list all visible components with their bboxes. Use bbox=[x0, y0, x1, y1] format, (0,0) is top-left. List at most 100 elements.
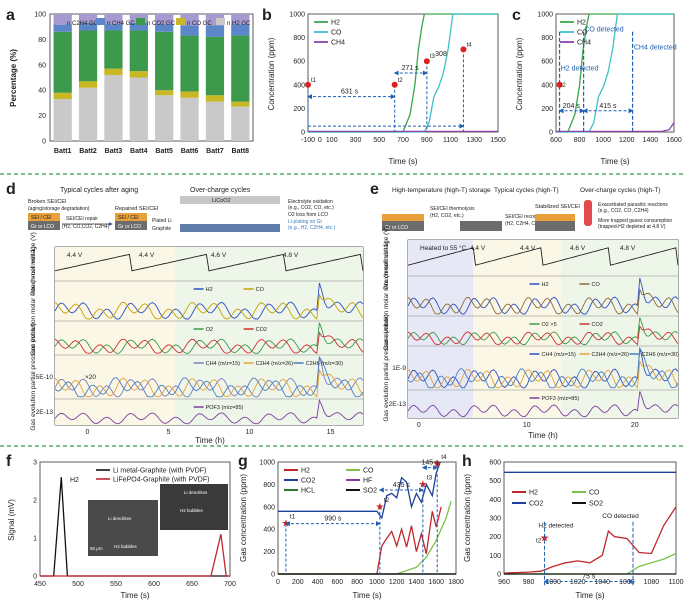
f-xtick: 450 bbox=[34, 581, 46, 588]
e-legend-label: O2 ×5 bbox=[542, 322, 557, 328]
panel-e-xlabel: Time (h) bbox=[528, 431, 558, 440]
g-marker-label: t2 bbox=[384, 497, 390, 504]
h-xtick: 1100 bbox=[668, 579, 683, 586]
e-reconstruction-gases: (H2, C2H4, CO2) bbox=[505, 221, 544, 227]
e-reconstruction: SEI/CEI reconstruction bbox=[505, 214, 556, 220]
g-ytick: 600 bbox=[263, 504, 275, 511]
a-bar-co-3 bbox=[104, 68, 123, 75]
e-legend-label: H2 bbox=[542, 282, 549, 288]
a-bar-h2-2 bbox=[78, 87, 98, 141]
f-ytick: 1 bbox=[33, 536, 37, 543]
g-ytick: 1000 bbox=[259, 460, 275, 467]
c-interval-label: 204 s bbox=[563, 103, 581, 110]
g-legend-label: H2 bbox=[301, 468, 310, 475]
d-legend-label: H2 bbox=[206, 287, 213, 293]
a-bar-co2-2 bbox=[78, 30, 98, 82]
c-ch4-detected: CH4 detected bbox=[634, 44, 677, 51]
d-voltage-label: 4.4 V bbox=[67, 252, 83, 259]
d-sei-label-left: SEI / CEI bbox=[31, 215, 52, 221]
e-parasitic: Exacerbated parasitic reactions bbox=[598, 202, 668, 208]
e-track-ylabel: Pouch-cell voltage (V) bbox=[383, 226, 390, 290]
d-xtick: 5 bbox=[167, 429, 171, 436]
b-marker-dot bbox=[423, 58, 430, 65]
d-sei-repair: SEI/CEI repair bbox=[66, 216, 98, 222]
a-bar-co2-7 bbox=[205, 36, 225, 96]
e-track-2-series-1 bbox=[407, 325, 679, 346]
d-track-ytick: 5E-10 bbox=[36, 374, 54, 381]
b-xtick: 100 bbox=[326, 137, 338, 144]
e-legend-label: CO2 bbox=[592, 322, 603, 328]
e-parasitic-gases: (e.g., CO2, CO, C2H4) bbox=[598, 208, 649, 214]
panel-label-h: h bbox=[462, 453, 472, 470]
a-bar-ch4-7 bbox=[205, 25, 225, 37]
panel-f-ylabel: Signal (mV) bbox=[7, 499, 16, 541]
a-bar-h2-1 bbox=[53, 99, 72, 141]
h-ytick: 500 bbox=[489, 478, 501, 485]
d-track-ylabel: Gas evolution partial pressure (mbar) bbox=[30, 323, 37, 430]
d-sei-box-right bbox=[115, 213, 147, 221]
e-trapped: More trapped gases consumption bbox=[598, 218, 672, 224]
panel-label-a: a bbox=[6, 7, 15, 24]
a-xtick: Batt7 bbox=[206, 148, 224, 155]
g-ytick: 800 bbox=[263, 482, 275, 489]
d-xtick: 0 bbox=[85, 429, 89, 436]
a-xtick: Batt6 bbox=[181, 148, 199, 155]
a-ytick: 80 bbox=[38, 37, 46, 44]
f-xtick: 700 bbox=[224, 581, 236, 588]
h-xtick: 1040 bbox=[594, 579, 610, 586]
e-track-3-series-2 bbox=[407, 346, 679, 389]
h-xtick: 980 bbox=[523, 579, 535, 586]
d-sei-box-left bbox=[28, 213, 60, 221]
a-bar-c2h4-5 bbox=[155, 14, 174, 25]
g-legend-label: CO2 bbox=[301, 478, 316, 485]
g-xtick: 600 bbox=[331, 579, 343, 586]
e-gr-label: Gr or LCO bbox=[385, 225, 408, 231]
a-bar-h2-5 bbox=[155, 95, 174, 141]
panel-b-xlabel: Time (s) bbox=[388, 157, 417, 166]
c-legend-label: H2 bbox=[577, 20, 586, 27]
g-series-h2 bbox=[278, 506, 442, 575]
e-legend-label: POF3 (m/z=85) bbox=[542, 396, 580, 402]
panel-g-ylabel: Gas concentration (ppm) bbox=[239, 474, 248, 562]
panel-g-xlabel: Time (s) bbox=[352, 591, 381, 600]
d-voltage-label: 4.8 V bbox=[283, 252, 299, 259]
f-h2-label: H2 bbox=[70, 477, 79, 484]
b-interval-label: 308 bbox=[435, 51, 447, 58]
h-legend-label: CO2 bbox=[529, 501, 544, 508]
g-interval-label: 145 s bbox=[421, 460, 439, 467]
h-ytick: 400 bbox=[489, 497, 501, 504]
d-licoo2: LiCoO2 bbox=[212, 198, 231, 204]
g-marker-label: t4 bbox=[441, 454, 447, 461]
d-gr-label-right: Gr or LCO bbox=[118, 224, 141, 230]
g-xtick: 0 bbox=[276, 579, 280, 586]
f-series-lifepo4-graphite-with-pvdf- bbox=[40, 534, 230, 577]
g-series-co2 bbox=[278, 461, 441, 520]
d-electrolyte-ox-gases: (e.g., CO2, CO, etc.) bbox=[288, 205, 334, 211]
panel-c-line-chart: 0 200 400 600 800 1000 600 800 1000 1200 1400 1600… bbox=[515, 12, 682, 167]
d-track-ylabel: Gas evolution molar rate (nmol min-1) bbox=[30, 246, 37, 355]
a-xtick: Batt4 bbox=[130, 148, 148, 155]
e-voltage-label: Heated to 55 °C bbox=[420, 244, 467, 252]
a-bar-h2-7 bbox=[205, 101, 225, 141]
panel-label-g: g bbox=[238, 453, 248, 470]
a-legend-label: n CH4 GC bbox=[107, 21, 135, 27]
a-bar-h2-4 bbox=[129, 77, 148, 141]
d-xtick: 10 bbox=[246, 429, 254, 436]
d-legend-label: CO bbox=[256, 287, 265, 293]
b-marker-dot bbox=[460, 46, 467, 53]
panel-g-line-chart: 0 200 400 600 800 1000 0 200 400 600 800 1000 1200 1… bbox=[239, 454, 464, 600]
panel-d-xlabel: Time (h) bbox=[195, 436, 225, 445]
e-track-4-series-0 bbox=[407, 391, 679, 418]
d-xtick: 15 bbox=[327, 429, 335, 436]
c-xtick: 1000 bbox=[595, 137, 611, 144]
a-bar-ch4-8 bbox=[231, 24, 250, 36]
e-voltage-label: 4.8 V bbox=[620, 245, 636, 252]
c-ytick: 600 bbox=[541, 59, 553, 66]
e-track-ylabel: Gas evolution molar rate (nmol min-1) bbox=[383, 241, 390, 350]
d-track-1-series-1 bbox=[54, 293, 364, 320]
d-gr-box-right bbox=[115, 221, 147, 230]
panel-h-xlabel: Time (s) bbox=[575, 591, 604, 600]
d-voltage-label: 4.4 V bbox=[139, 252, 155, 259]
a-ytick: 40 bbox=[38, 88, 46, 95]
f-legend-label: Li metal-Graphite (with PVDF) bbox=[113, 468, 206, 475]
